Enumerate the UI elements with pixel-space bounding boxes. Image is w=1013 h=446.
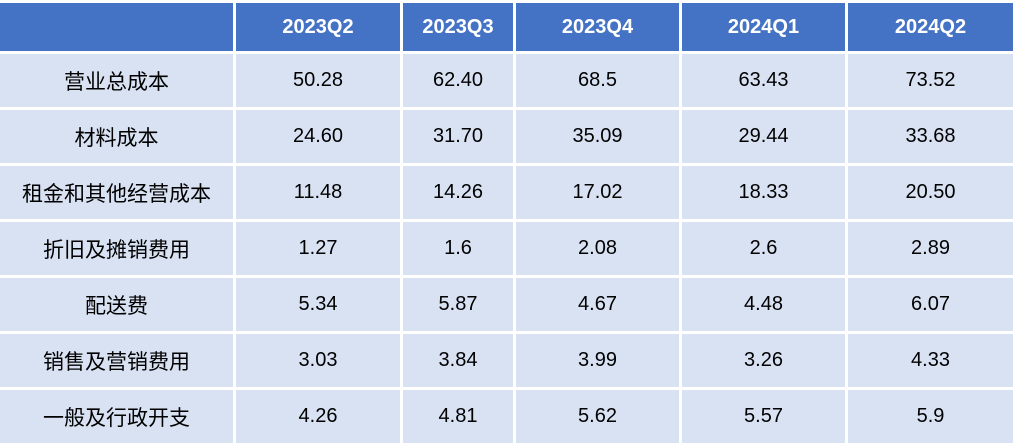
row-label-depreciation-amortization: 折旧及摊销费用 <box>0 222 233 275</box>
row-label-rent-other-operating-cost: 租金和其他经营成本 <box>0 166 233 219</box>
cell-value: 6.07 <box>848 278 1013 331</box>
table-row: 材料成本 24.60 31.70 35.09 29.44 33.68 <box>0 110 1013 163</box>
cell-value: 24.60 <box>236 110 400 163</box>
cell-value: 2.08 <box>516 222 679 275</box>
cell-value: 14.26 <box>403 166 513 219</box>
cell-value: 17.02 <box>516 166 679 219</box>
cell-value: 3.84 <box>403 334 513 387</box>
cell-value: 1.27 <box>236 222 400 275</box>
column-header-2024q1: 2024Q1 <box>682 3 845 51</box>
cell-value: 68.5 <box>516 54 679 107</box>
cell-value: 5.62 <box>516 390 679 443</box>
row-label-material-cost: 材料成本 <box>0 110 233 163</box>
cell-value: 18.33 <box>682 166 845 219</box>
column-header-2024q2: 2024Q2 <box>848 3 1013 51</box>
cell-value: 4.33 <box>848 334 1013 387</box>
table-row: 配送费 5.34 5.87 4.67 4.48 6.07 <box>0 278 1013 331</box>
table-row: 一般及行政开支 4.26 4.81 5.62 5.57 5.9 <box>0 390 1013 443</box>
cell-value: 29.44 <box>682 110 845 163</box>
cell-value: 63.43 <box>682 54 845 107</box>
row-label-total-operating-cost: 营业总成本 <box>0 54 233 107</box>
row-label-general-admin-expense: 一般及行政开支 <box>0 390 233 443</box>
cell-value: 5.9 <box>848 390 1013 443</box>
row-label-sales-marketing-expense: 销售及营销费用 <box>0 334 233 387</box>
cell-value: 20.50 <box>848 166 1013 219</box>
cell-value: 5.87 <box>403 278 513 331</box>
cell-value: 4.48 <box>682 278 845 331</box>
cell-value: 4.81 <box>403 390 513 443</box>
cell-value: 4.67 <box>516 278 679 331</box>
column-header-2023q2: 2023Q2 <box>236 3 400 51</box>
cell-value: 2.89 <box>848 222 1013 275</box>
cell-value: 3.03 <box>236 334 400 387</box>
cell-value: 3.99 <box>516 334 679 387</box>
cell-value: 73.52 <box>848 54 1013 107</box>
cell-value: 4.26 <box>236 390 400 443</box>
corner-cell <box>0 3 233 51</box>
column-header-2023q4: 2023Q4 <box>516 3 679 51</box>
cell-value: 5.34 <box>236 278 400 331</box>
cell-value: 2.6 <box>682 222 845 275</box>
cell-value: 5.57 <box>682 390 845 443</box>
cell-value: 62.40 <box>403 54 513 107</box>
header-row: 2023Q2 2023Q3 2023Q4 2024Q1 2024Q2 <box>0 3 1013 51</box>
table-row: 营业总成本 50.28 62.40 68.5 63.43 73.52 <box>0 54 1013 107</box>
table-row: 销售及营销费用 3.03 3.84 3.99 3.26 4.33 <box>0 334 1013 387</box>
table-row: 租金和其他经营成本 11.48 14.26 17.02 18.33 20.50 <box>0 166 1013 219</box>
cell-value: 3.26 <box>682 334 845 387</box>
cell-value: 33.68 <box>848 110 1013 163</box>
column-header-2023q3: 2023Q3 <box>403 3 513 51</box>
row-label-delivery-fee: 配送费 <box>0 278 233 331</box>
cell-value: 1.6 <box>403 222 513 275</box>
cell-value: 35.09 <box>516 110 679 163</box>
cell-value: 11.48 <box>236 166 400 219</box>
table-row: 折旧及摊销费用 1.27 1.6 2.08 2.6 2.89 <box>0 222 1013 275</box>
cell-value: 31.70 <box>403 110 513 163</box>
cell-value: 50.28 <box>236 54 400 107</box>
